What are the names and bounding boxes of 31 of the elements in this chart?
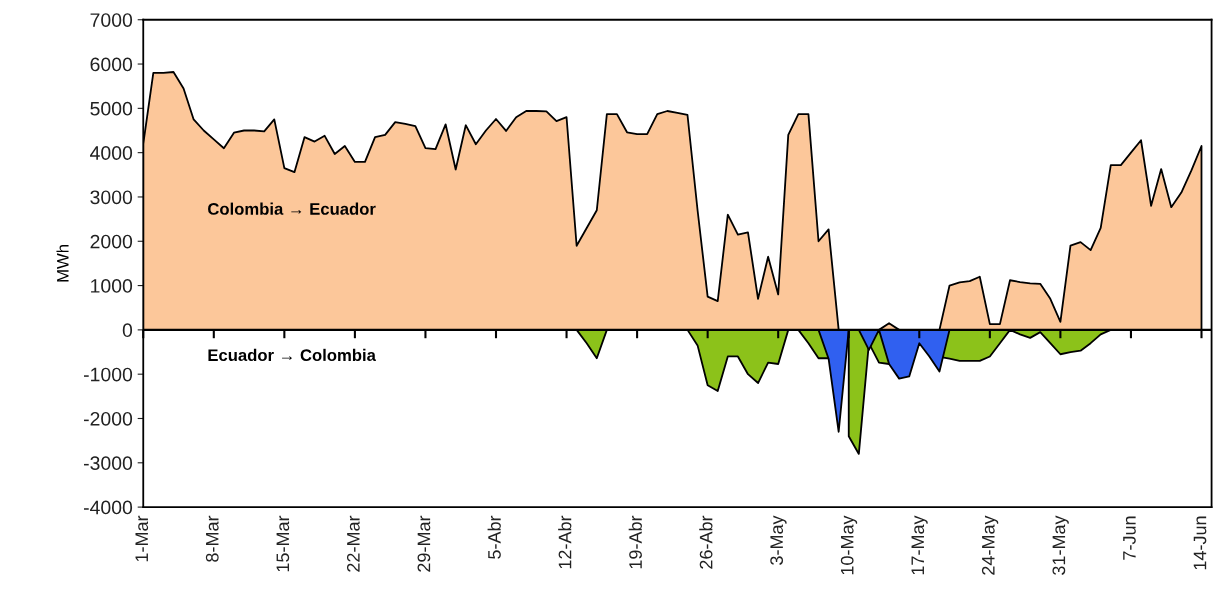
x-tick-label: 29-Mar: [417, 515, 431, 572]
y-tick-label: 2000: [90, 234, 133, 249]
y-axis-title: MWh: [56, 245, 69, 282]
y-tick-label: 6000: [90, 57, 133, 72]
x-tick-label: 26-Abr: [699, 515, 713, 569]
annotation: Colombia → Ecuador: [208, 202, 376, 215]
x-tick-label: 8-Mar: [205, 515, 219, 562]
x-tick-label: 15-Mar: [276, 515, 290, 572]
x-tick-label: 12-Abr: [558, 515, 572, 569]
x-tick-label: 1-Mar: [135, 515, 149, 562]
x-tick-label: 17-May: [911, 515, 928, 575]
y-tick-label: 5000: [90, 101, 133, 116]
y-tick-label: -3000: [83, 456, 133, 471]
x-tick-label: 19-Abr: [628, 515, 642, 569]
x-tick-label: 31-May: [1052, 515, 1069, 575]
y-tick-label: -1000: [83, 367, 133, 382]
y-tick-label: 7000: [90, 13, 133, 27]
y-tick-label: -2000: [83, 411, 133, 426]
y-tick-label: -4000: [83, 500, 133, 515]
x-tick-label: 7-Jun: [1123, 516, 1136, 560]
y-tick-label: 0: [122, 323, 133, 338]
x-tick-label: 5-Abr: [487, 515, 501, 559]
x-tick-label: 3-May: [770, 515, 787, 565]
x-tick-label: 22-Mar: [346, 515, 360, 572]
x-tick-label: 14-Jun: [1193, 516, 1207, 570]
y-tick-label: 3000: [90, 190, 133, 205]
annotation: Ecuador → Colombia: [208, 348, 376, 362]
x-tick-label: 24-May: [981, 515, 999, 575]
y-tick-label: 4000: [90, 146, 133, 160]
x-tick-label: 10-May: [840, 515, 858, 575]
y-tick-label: 1000: [91, 279, 133, 293]
